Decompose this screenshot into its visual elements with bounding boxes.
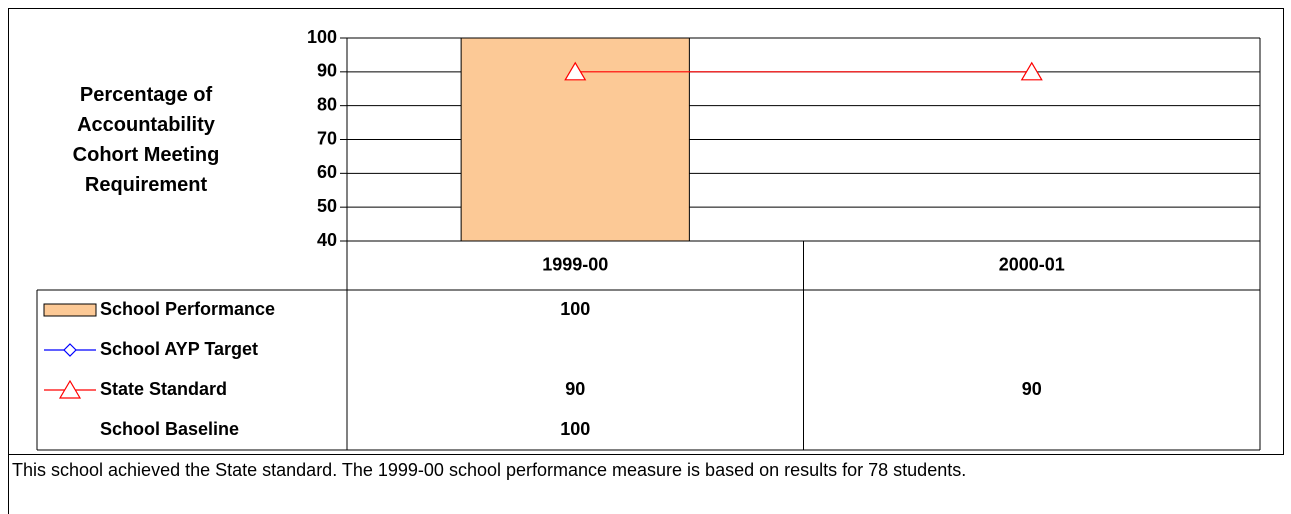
y-tick-label: 50 (317, 196, 337, 216)
legend-label: School Baseline (100, 419, 239, 439)
y-tick-label: 90 (317, 61, 337, 81)
legend-label: School Performance (100, 299, 275, 319)
marker (1020, 61, 1043, 81)
table-value: 100 (560, 419, 590, 439)
y-tick-label: 40 (317, 230, 337, 250)
table-value: 90 (565, 379, 585, 399)
marker (63, 343, 77, 357)
y-tick-label: 80 (317, 94, 337, 114)
y-tick-label: 100 (307, 27, 337, 47)
footnote: This school achieved the State standard.… (12, 460, 967, 480)
table-value: 90 (1022, 379, 1042, 399)
x-tick-label: 1999-00 (542, 254, 608, 274)
y-tick-label: 60 (317, 162, 337, 182)
y-tick-label: 70 (317, 128, 337, 148)
legend-swatch (43, 303, 97, 317)
chart-border (8, 8, 1284, 455)
table-value: 100 (560, 299, 590, 319)
marker (564, 61, 587, 81)
legend-label: School AYP Target (100, 339, 258, 359)
x-tick-label: 2000-01 (999, 254, 1065, 274)
marker (58, 379, 82, 399)
y-axis-label: Percentage of Accountability Cohort Meet… (72, 84, 220, 196)
legend-label: State Standard (100, 379, 227, 399)
